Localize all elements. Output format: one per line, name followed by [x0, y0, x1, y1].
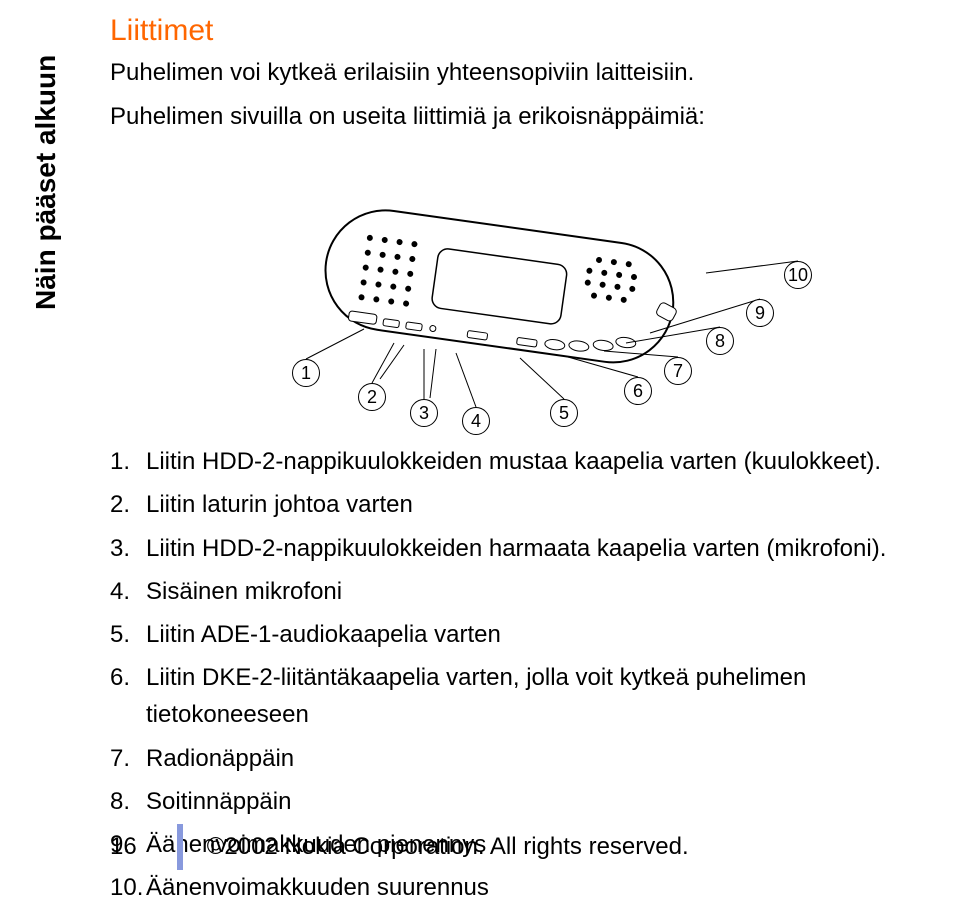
callout-9: 9 [746, 299, 774, 327]
list-text: Liitin laturin johtoa varten [146, 486, 413, 523]
list-text: Liitin HDD-2-nappikuulokkeiden mustaa ka… [146, 443, 881, 480]
callout-10: 10 [784, 261, 812, 289]
list-item: 4.Sisäinen mikrofoni [110, 573, 930, 610]
list-item: 3.Liitin HDD-2-nappikuulokkeiden harmaat… [110, 530, 930, 567]
callout-3: 3 [410, 399, 438, 427]
list-text: Liitin ADE-1-audiokaapelia varten [146, 616, 501, 653]
list-item: 8.Soitinnäppäin [110, 783, 930, 820]
list-item: 7.Radionäppäin [110, 740, 930, 777]
list-number: 2. [110, 486, 146, 523]
list-item: 1.Liitin HDD-2-nappikuulokkeiden mustaa … [110, 443, 930, 480]
callout-5: 5 [550, 399, 578, 427]
list-item: 6.Liitin DKE-2-liitäntäkaapelia varten, … [110, 659, 930, 733]
list-item: 2.Liitin laturin johtoa varten [110, 486, 930, 523]
list-text: Radionäppäin [146, 740, 294, 777]
list-text: Liitin HDD-2-nappikuulokkeiden harmaata … [146, 530, 886, 567]
list-text: Sisäinen mikrofoni [146, 573, 342, 610]
callout-6: 6 [624, 377, 652, 405]
page-number: 16 [110, 833, 137, 861]
list-number: 4. [110, 573, 146, 610]
intro-paragraph-2: Puhelimen sivuilla on useita liittimiä j… [110, 100, 930, 134]
list-item: 5.Liitin ADE-1-audiokaapelia varten [110, 616, 930, 653]
callout-1: 1 [292, 359, 320, 387]
intro-paragraph-1: Puhelimen voi kytkeä erilaisiin yhteenso… [110, 56, 930, 90]
accent-bar [177, 824, 183, 870]
main-content: Liittimet Puhelimen voi kytkeä erilaisii… [110, 14, 930, 912]
phone-diagram: 1 2 3 4 5 6 7 8 9 10 [110, 143, 890, 423]
phone-illustration [110, 143, 890, 423]
callout-8: 8 [706, 327, 734, 355]
list-number: 8. [110, 783, 146, 820]
copyright-text: ©2002 Nokia Corporation. All rights rese… [207, 833, 689, 861]
callout-4: 4 [462, 407, 490, 435]
page-footer: 16 ©2002 Nokia Corporation. All rights r… [110, 824, 689, 870]
list-number: 6. [110, 659, 146, 733]
callout-7: 7 [664, 357, 692, 385]
list-number: 3. [110, 530, 146, 567]
section-title: Liittimet [110, 14, 930, 48]
callout-2: 2 [358, 383, 386, 411]
sidebar-section-label: Näin pääset alkuun [30, 55, 62, 310]
list-text: Soitinnäppäin [146, 783, 291, 820]
list-number: 1. [110, 443, 146, 480]
list-text: Liitin DKE-2-liitäntäkaapelia varten, jo… [146, 659, 930, 733]
list-number: 7. [110, 740, 146, 777]
list-number: 5. [110, 616, 146, 653]
